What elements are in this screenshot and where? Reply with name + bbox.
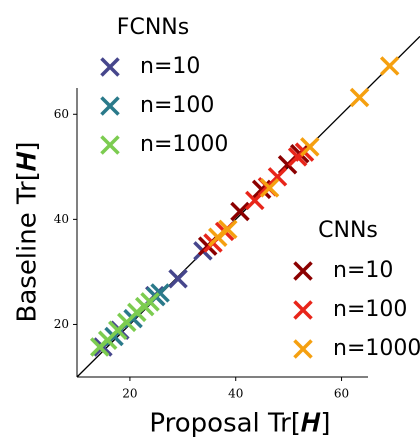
legend-label: n=100 [333,297,407,322]
point [230,201,250,222]
legend-marker [293,300,313,320]
point [379,56,400,76]
marker-stroke [259,178,280,198]
legend-label: n=10 [140,54,200,79]
marker-stroke [140,292,160,312]
legend-marker [100,57,120,77]
marker-stroke [293,300,313,320]
legend-title: FCNNs [117,15,189,40]
marker-stroke [218,219,238,240]
legend-marker [293,339,313,359]
marker-stroke [293,261,313,281]
x-axis-label: Proposal Tr[𝑯] [149,409,330,439]
y-axis-label: Baseline Tr[𝑯] [13,141,43,322]
marker-stroke [100,135,120,155]
marker-stroke [293,339,313,359]
point [300,137,320,157]
point [259,178,280,198]
point [267,167,288,187]
legend-marker [100,135,120,155]
x-tick-label: 20 [122,387,137,401]
legend-label: n=1000 [140,132,228,157]
marker-stroke [300,137,320,157]
marker-stroke [230,201,250,222]
marker-stroke [379,56,400,76]
marker-stroke [349,87,370,108]
point [349,87,370,108]
marker-stroke [100,57,120,77]
legend-title: CNNs [318,218,378,243]
point [140,292,160,312]
point [168,269,188,289]
x-tick-label: 40 [228,387,243,401]
legend-label: n=100 [140,93,214,118]
y-tick-label: 20 [54,317,69,331]
marker-stroke [168,269,188,289]
y-tick-label: 60 [54,107,69,121]
marker-stroke [100,96,120,116]
legend-label: n=1000 [333,336,420,361]
legend-marker [100,96,120,116]
x-tick-label: 60 [334,387,349,401]
legend-label: n=10 [333,258,393,283]
y-tick-label: 40 [54,212,69,226]
point [218,219,238,240]
legend-marker [293,261,313,281]
marker-stroke [267,167,288,187]
